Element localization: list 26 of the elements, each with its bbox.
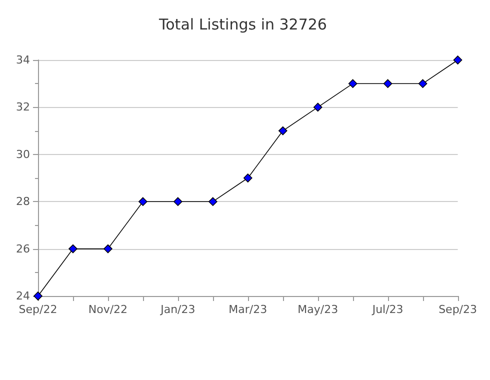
x-tick-label: Sep/22 — [18, 303, 58, 316]
y-tick-label: 34 — [16, 54, 30, 66]
y-tick-label: 24 — [16, 290, 30, 302]
point — [418, 79, 428, 88]
point — [383, 79, 392, 88]
chart-title: Total Listings in 32726 — [158, 16, 327, 34]
x-tick-label: Jan/23 — [160, 303, 196, 316]
point — [174, 197, 182, 206]
point — [68, 244, 78, 254]
y-tick-label: 30 — [16, 148, 30, 161]
x-tick-label: May/23 — [298, 303, 338, 316]
point — [313, 102, 322, 112]
point — [243, 174, 252, 182]
x-tick-label: Jul/23 — [371, 303, 404, 316]
x-tick-label: Nov/22 — [88, 303, 128, 316]
point — [278, 126, 288, 136]
y-tick-label: 26 — [16, 242, 30, 256]
point — [138, 197, 148, 206]
y-tick-label: 32 — [16, 100, 30, 114]
point — [208, 197, 218, 206]
x-tick-label: Sep/23 — [438, 303, 477, 316]
point — [453, 56, 462, 64]
point — [348, 79, 358, 88]
x-tick-label: Mar/23 — [228, 303, 268, 316]
y-tick-label: 28 — [16, 195, 30, 208]
point — [104, 244, 112, 254]
